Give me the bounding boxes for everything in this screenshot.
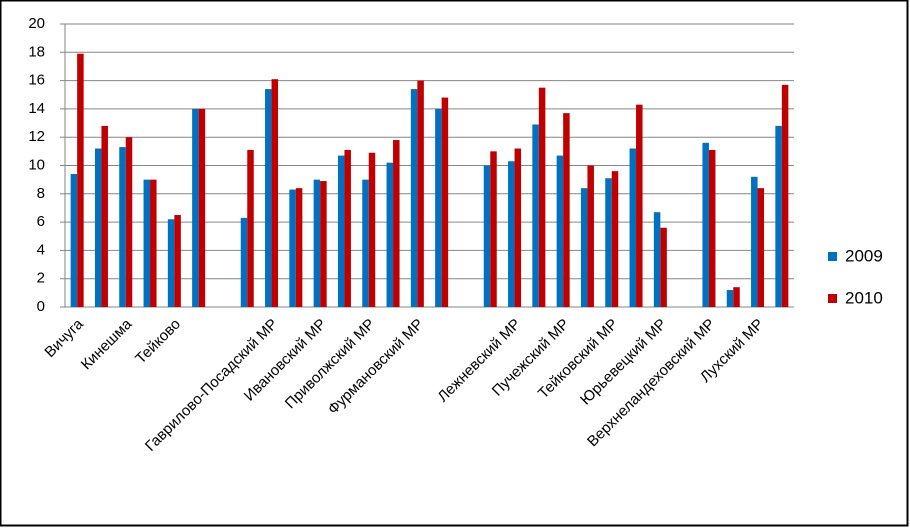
bar <box>271 79 279 307</box>
bar <box>532 124 539 307</box>
y-tick-label: 10 <box>28 156 45 173</box>
y-tick-label: 6 <box>37 213 45 230</box>
y-tick-label: 2 <box>37 270 45 287</box>
bar <box>660 227 667 307</box>
bar <box>556 155 564 307</box>
bar <box>726 290 734 307</box>
bar <box>781 84 789 307</box>
bar <box>563 113 570 308</box>
y-tick-label: 12 <box>28 128 45 145</box>
bar <box>368 152 376 307</box>
bar <box>733 287 740 307</box>
bar <box>629 148 637 307</box>
bar <box>77 53 84 308</box>
bar <box>344 149 351 307</box>
bar <box>289 189 296 307</box>
bar <box>605 178 612 307</box>
y-tick-label: 18 <box>28 43 45 60</box>
bar <box>508 161 515 307</box>
bar <box>410 89 418 307</box>
bar <box>441 97 449 307</box>
bar <box>417 80 424 307</box>
legend-swatch <box>828 252 837 261</box>
bar <box>490 151 497 307</box>
bar <box>538 87 546 307</box>
bar <box>320 181 327 307</box>
bar <box>150 179 157 307</box>
bar <box>192 108 199 308</box>
bar <box>247 149 254 307</box>
bar <box>101 125 108 307</box>
bar <box>514 148 522 307</box>
bar <box>393 140 400 307</box>
y-tick-label: 8 <box>37 185 45 202</box>
bar <box>167 219 175 307</box>
legend-swatch <box>828 294 837 303</box>
bar <box>198 108 206 308</box>
legend-label: 2010 <box>845 288 883 307</box>
y-tick-label: 0 <box>37 298 45 315</box>
bar <box>708 149 716 307</box>
bar <box>240 217 248 307</box>
bar <box>435 108 442 308</box>
bar <box>119 147 126 307</box>
legend-label: 2009 <box>845 246 883 265</box>
bar <box>337 155 345 307</box>
bar <box>580 188 588 307</box>
bar <box>70 173 78 307</box>
bar <box>757 188 765 307</box>
bar <box>653 212 661 307</box>
bar <box>313 179 321 307</box>
y-tick-label: 4 <box>37 241 45 258</box>
bar <box>125 137 133 307</box>
bar <box>751 176 758 307</box>
bar <box>636 104 643 307</box>
bar <box>143 179 151 307</box>
bar <box>295 188 303 307</box>
bar <box>362 179 369 307</box>
y-tick-label: 20 <box>28 15 45 32</box>
bar <box>775 125 782 307</box>
bar <box>386 162 394 307</box>
y-tick-label: 16 <box>28 72 45 89</box>
bar <box>702 142 709 307</box>
bar <box>265 89 272 307</box>
bar <box>611 171 619 307</box>
y-tick-label: 14 <box>28 100 45 117</box>
bar <box>94 148 102 307</box>
bar <box>483 165 491 307</box>
bar <box>174 215 181 307</box>
bar <box>587 165 594 307</box>
